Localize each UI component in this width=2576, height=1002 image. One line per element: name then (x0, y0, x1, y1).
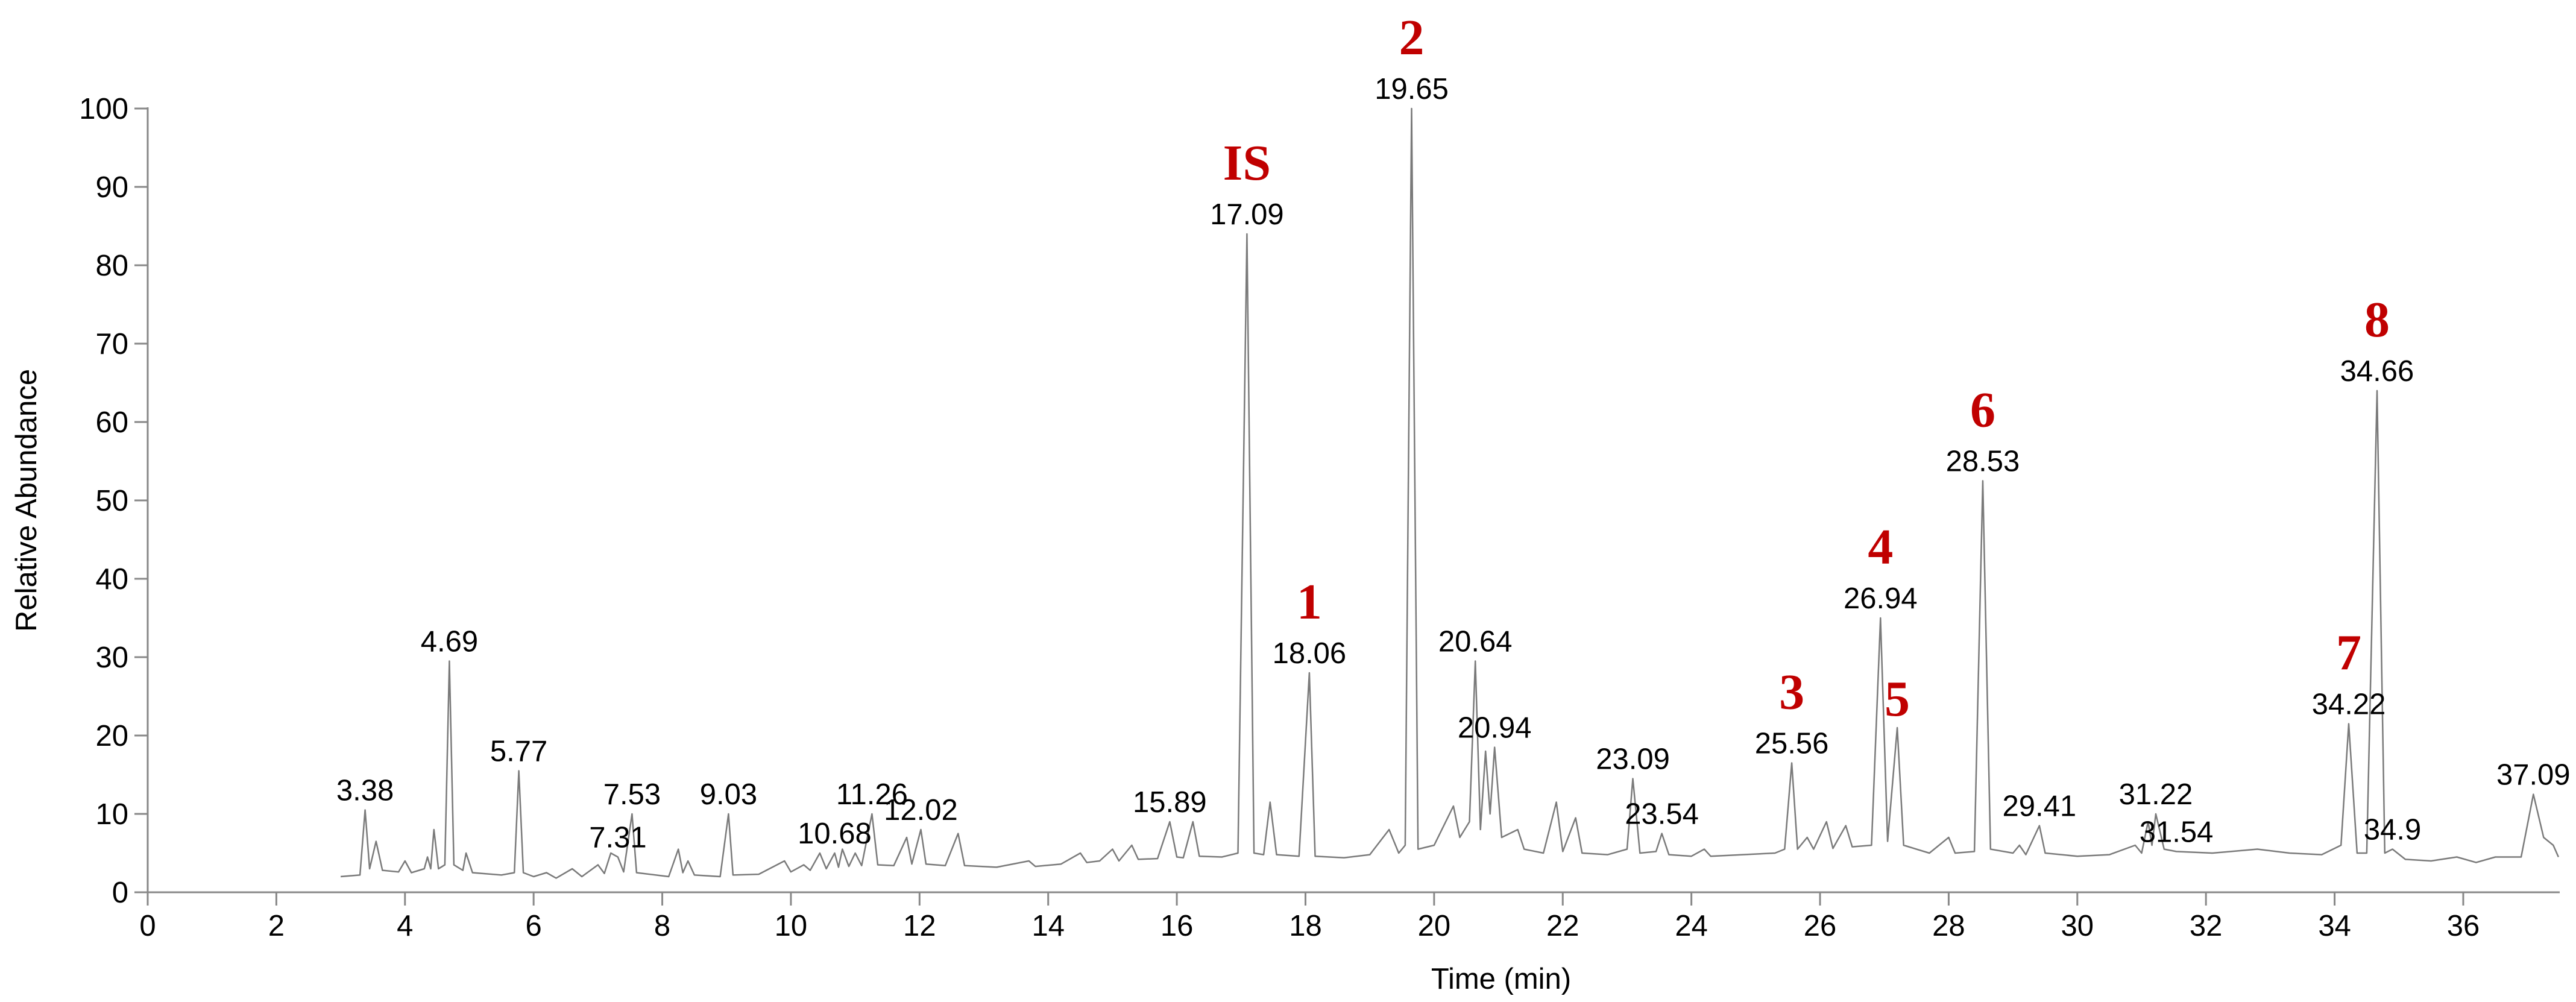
peak-label: 20.94 (1458, 712, 1532, 745)
x-tick-label: 28 (1932, 910, 1965, 942)
compound-label: 2 (1399, 10, 1425, 66)
x-tick-label: 20 (1418, 910, 1451, 942)
compound-label: IS (1223, 135, 1271, 191)
peak-label: 19.65 (1375, 73, 1449, 106)
x-tick-label: 6 (526, 910, 542, 942)
chromatogram-trace (340, 107, 2560, 879)
peak-label: 23.09 (1596, 743, 1670, 776)
y-tick-label: 0 (112, 877, 128, 909)
compound-label: 4 (1868, 519, 1893, 575)
x-tick-label: 16 (1160, 910, 1194, 942)
y-axis-title: Relative Abundance (10, 369, 43, 632)
peak-label: 12.02 (884, 794, 958, 827)
compound-label: 5 (1885, 671, 1910, 727)
peak-label: 29.41 (2003, 790, 2077, 823)
y-tick-label: 90 (95, 171, 128, 204)
x-tick-label: 22 (1546, 910, 1579, 942)
x-tick-label: 8 (654, 910, 670, 942)
peak-label: 20.64 (1438, 626, 1513, 658)
x-tick-label: 4 (397, 910, 413, 942)
y-tick-label: 60 (95, 406, 128, 439)
y-tick-label: 20 (95, 720, 128, 752)
compound-label: 8 (2364, 292, 2390, 348)
peak-label: 18.06 (1273, 637, 1347, 670)
x-tick-label: 18 (1289, 910, 1322, 942)
compound-label: 6 (1970, 382, 1995, 438)
x-tick-label: 2 (268, 910, 285, 942)
peak-label: 17.09 (1210, 198, 1284, 231)
peak-label: 37.09 (2496, 759, 2571, 792)
x-tick-label: 0 (139, 910, 156, 942)
peak-label: 5.77 (490, 736, 547, 768)
y-tick-label: 40 (95, 563, 128, 596)
x-tick-label: 14 (1031, 910, 1065, 942)
peak-label: 7.31 (589, 822, 646, 854)
compound-label: 1 (1297, 574, 1322, 630)
x-tick-label: 34 (2318, 910, 2351, 942)
peak-label: 25.56 (1755, 728, 1829, 760)
peak-label: 7.53 (603, 778, 661, 811)
peak-label: 31.54 (2140, 816, 2214, 848)
peak-label: 28.53 (1946, 446, 2020, 478)
peak-label: 23.54 (1625, 798, 1699, 831)
x-tick-label: 32 (2190, 910, 2223, 942)
peak-label: 11.26 (836, 778, 908, 811)
peak-label: 34.9 (2364, 814, 2421, 846)
y-tick-label: 80 (95, 250, 128, 282)
peak-label: 31.22 (2119, 778, 2193, 811)
x-tick-label: 26 (1804, 910, 1837, 942)
compound-label: 7 (2336, 625, 2361, 681)
y-tick-label: 100 (79, 93, 128, 125)
peak-label: 26.94 (1844, 582, 1918, 615)
peak-label: 9.03 (700, 778, 757, 811)
y-tick-label: 30 (95, 641, 128, 674)
y-tick-label: 50 (95, 485, 128, 517)
y-tick-label: 70 (95, 328, 128, 361)
x-tick-label: 36 (2447, 910, 2480, 942)
x-tick-label: 10 (775, 910, 808, 942)
x-axis-title: Time (min) (1431, 963, 1571, 995)
peak-label: 4.69 (421, 626, 478, 658)
peak-label: 10.68 (798, 818, 872, 850)
compound-label: 3 (1779, 664, 1804, 720)
peak-label: 34.22 (2312, 688, 2386, 721)
x-tick-label: 30 (2061, 910, 2094, 942)
x-tick-label: 12 (903, 910, 936, 942)
peak-label: 34.66 (2340, 355, 2414, 388)
x-tick-label: 24 (1675, 910, 1708, 942)
peak-label: 15.89 (1133, 786, 1207, 819)
y-tick-label: 10 (95, 798, 128, 831)
peak-label: 3.38 (336, 775, 394, 807)
